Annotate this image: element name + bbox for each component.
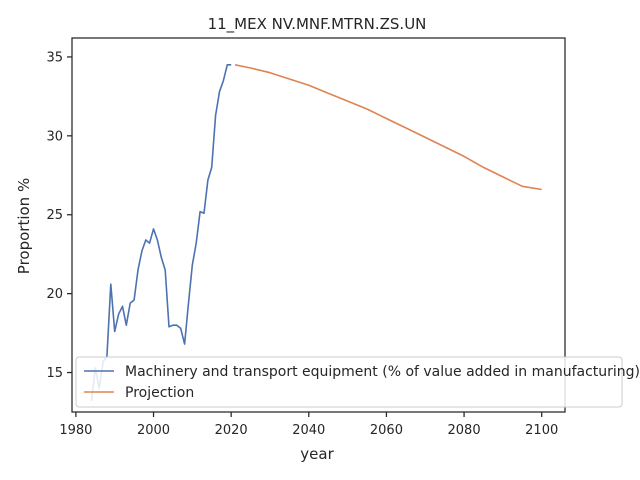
x-axis-label: year xyxy=(300,445,334,463)
x-tick-label: 2040 xyxy=(292,423,325,438)
x-axis: 1980 2000 2020 2040 2060 2080 2100 xyxy=(59,412,558,438)
legend: Machinery and transport equipment (% of … xyxy=(75,356,640,408)
x-tick-label: 2100 xyxy=(525,423,558,438)
y-tick-label: 30 xyxy=(46,129,63,144)
x-tick-label: 2080 xyxy=(448,423,481,438)
plot-area xyxy=(90,64,542,402)
x-tick-label: 1980 xyxy=(59,423,92,438)
legend-label-1: Machinery and transport equipment (% of … xyxy=(125,364,640,380)
y-axis: 15 20 25 30 35 xyxy=(46,50,72,381)
legend-label-2: Projection xyxy=(125,385,194,401)
x-tick-label: 2000 xyxy=(137,423,170,438)
y-tick-label: 25 xyxy=(46,208,63,223)
legend-box xyxy=(75,356,623,408)
y-tick-label: 15 xyxy=(46,366,63,381)
series-line-1 xyxy=(90,64,232,402)
plot-frame xyxy=(71,37,566,413)
y-tick-label: 20 xyxy=(46,287,63,302)
y-axis-label: Proportion % xyxy=(15,178,33,274)
x-tick-label: 2020 xyxy=(215,423,248,438)
series-line-2 xyxy=(234,64,542,191)
chart-title: 11_MEX NV.MNF.MTRN.ZS.UN xyxy=(208,15,427,34)
y-tick-label: 35 xyxy=(46,50,63,65)
x-tick-label: 2060 xyxy=(370,423,403,438)
